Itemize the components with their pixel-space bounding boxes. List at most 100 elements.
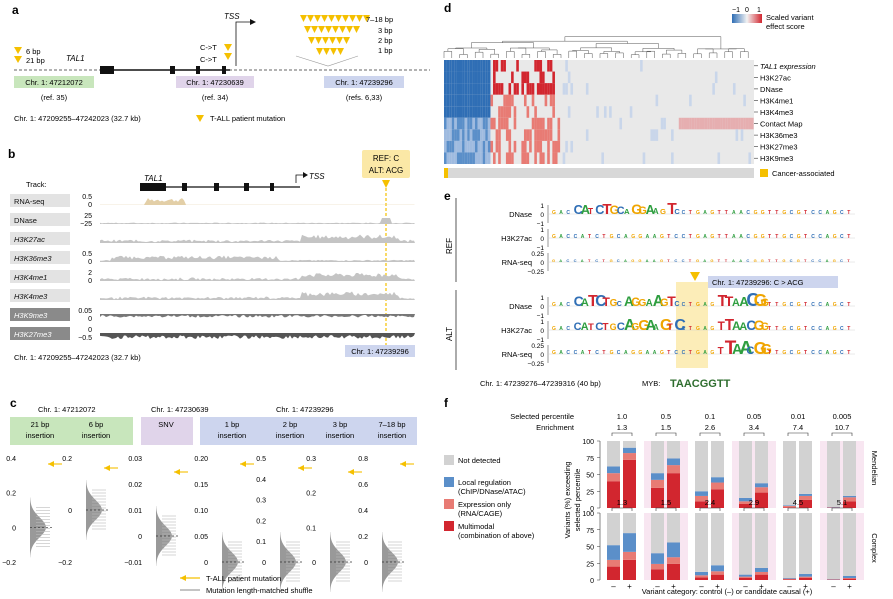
heatmap-cell bbox=[542, 152, 545, 164]
heatmap-cell bbox=[446, 94, 450, 107]
heatmap-row-label: H3K9me3 bbox=[760, 154, 793, 163]
e-tick: 0 bbox=[540, 236, 544, 243]
mutation-marker-icon bbox=[224, 53, 232, 60]
heatmap-cell bbox=[531, 117, 535, 130]
heatmap-cell bbox=[493, 60, 496, 72]
f-enrichment: 4.5 bbox=[793, 498, 803, 507]
f-enrichment: 2.4 bbox=[705, 498, 715, 507]
e-logo-letter: A bbox=[826, 326, 830, 332]
e-logo-letter: A bbox=[624, 294, 634, 309]
track-scale-top: 2 bbox=[88, 270, 92, 277]
f-bar-minus-1 bbox=[695, 575, 708, 578]
e-logo-letter: C bbox=[746, 318, 756, 333]
heatmap-cell bbox=[505, 129, 509, 141]
f-bar-minus-0 bbox=[783, 579, 796, 580]
f-bar-plus-2 bbox=[799, 493, 812, 496]
heatmap-cell bbox=[542, 117, 545, 130]
heatmap-cell bbox=[467, 152, 470, 164]
heatmap-cell bbox=[748, 117, 752, 130]
heatmap-cell bbox=[474, 106, 478, 118]
c-tick-label: 0.8 bbox=[358, 456, 368, 463]
e-logo-letter: C bbox=[617, 205, 625, 217]
e-logo-letter: C bbox=[746, 290, 759, 310]
f-enrichment: 1.5 bbox=[661, 498, 671, 507]
e-logo-letter: G bbox=[797, 234, 801, 240]
heatmap-cell bbox=[536, 117, 540, 130]
f-bar-plus-3 bbox=[667, 513, 680, 543]
heatmap-cell bbox=[451, 60, 455, 72]
e-logo-letter: G bbox=[754, 339, 767, 358]
e-logo-letter: G bbox=[610, 258, 613, 263]
heatmap-cell bbox=[454, 152, 457, 164]
heatmap-cell bbox=[547, 60, 550, 72]
e-logo-letter: G bbox=[638, 350, 642, 356]
heatmap-cell bbox=[552, 140, 555, 153]
heatmap-cell bbox=[464, 94, 468, 107]
e-logo-letter: T bbox=[725, 210, 728, 216]
e-logo-letter: G bbox=[710, 302, 714, 308]
e-logo-letter: A bbox=[826, 234, 830, 240]
f-ytick: 0 bbox=[590, 578, 594, 585]
e-logo-letter: A bbox=[703, 234, 707, 240]
c-tick-label: 0.6 bbox=[358, 482, 368, 489]
e-logo-letter: C bbox=[595, 234, 599, 240]
heatmap-cell bbox=[446, 71, 450, 84]
e-tick: 0.25 bbox=[531, 251, 544, 258]
e-logo-letter: A bbox=[732, 342, 743, 358]
variant-ref: REF: C bbox=[373, 154, 399, 163]
f-bracket bbox=[743, 432, 765, 436]
heatmap-cell bbox=[521, 83, 524, 95]
f-enrichment: 10.7 bbox=[835, 423, 850, 432]
heatmap-cell bbox=[547, 152, 550, 164]
insertion-marker-icon bbox=[339, 26, 346, 33]
e-logo-letter: C bbox=[682, 258, 685, 263]
heatmap-cell bbox=[552, 106, 555, 118]
heatmap-cell bbox=[511, 94, 514, 107]
e-logo-letter: G bbox=[610, 234, 614, 240]
e-logo-letter: A bbox=[739, 210, 743, 216]
heatmap-cell bbox=[523, 140, 527, 153]
c-group-title: 7–18 bp bbox=[378, 420, 405, 429]
e-logo-letter: C bbox=[566, 302, 570, 308]
heatmap-cell bbox=[485, 152, 488, 164]
heatmap-cell bbox=[474, 140, 478, 153]
f-bar-plus-3 bbox=[799, 513, 812, 574]
e-logo-letter: G bbox=[610, 203, 620, 217]
heatmap-cell bbox=[542, 129, 545, 141]
e-logo-letter: A bbox=[732, 210, 736, 216]
panel-b-locus-box bbox=[345, 345, 415, 357]
legend-patient-icon bbox=[180, 575, 186, 581]
e-logo-letter: C bbox=[840, 350, 844, 356]
heatmap-cell bbox=[472, 152, 475, 164]
heatmap-cell bbox=[549, 60, 553, 72]
heatmap-cell bbox=[446, 117, 450, 130]
f-bar-minus-1 bbox=[783, 505, 796, 508]
e-logo-letter: G bbox=[638, 234, 642, 240]
heatmap-cell bbox=[751, 117, 754, 130]
heatmap-cell bbox=[508, 129, 512, 141]
variant-highlight bbox=[676, 282, 708, 368]
e-logo-letter: C bbox=[818, 302, 822, 308]
e-tick: 0 bbox=[540, 328, 544, 335]
track-signal bbox=[100, 234, 415, 243]
heatmap-cell bbox=[477, 71, 481, 84]
e-logo-letter: G bbox=[710, 350, 714, 356]
e-logo-letter: G bbox=[761, 321, 769, 333]
heatmap-cell bbox=[482, 71, 486, 84]
f-bracket bbox=[699, 507, 721, 511]
heatmap-cell bbox=[526, 152, 530, 164]
panel-a-legend: T-ALL patient mutation bbox=[210, 114, 285, 123]
e-logo-letter: A bbox=[581, 258, 584, 263]
panel-a-region: Chr. 1: 47209255–47242023 (32.7 kb) bbox=[14, 114, 141, 123]
e-logo-letter: G bbox=[638, 318, 649, 334]
heatmap-cell bbox=[480, 83, 483, 95]
c-header-blue bbox=[200, 417, 417, 445]
e-logo-letter: C bbox=[818, 350, 822, 356]
heatmap-cell bbox=[505, 117, 509, 130]
e-logo-letter: G bbox=[833, 302, 837, 308]
f-bar-minus-1 bbox=[783, 578, 796, 580]
e-logo-letter: C bbox=[840, 234, 844, 240]
f-bar-plus-0 bbox=[843, 501, 856, 508]
panel-c-letter: c bbox=[10, 396, 17, 410]
f-bar-plus-1 bbox=[799, 495, 812, 500]
